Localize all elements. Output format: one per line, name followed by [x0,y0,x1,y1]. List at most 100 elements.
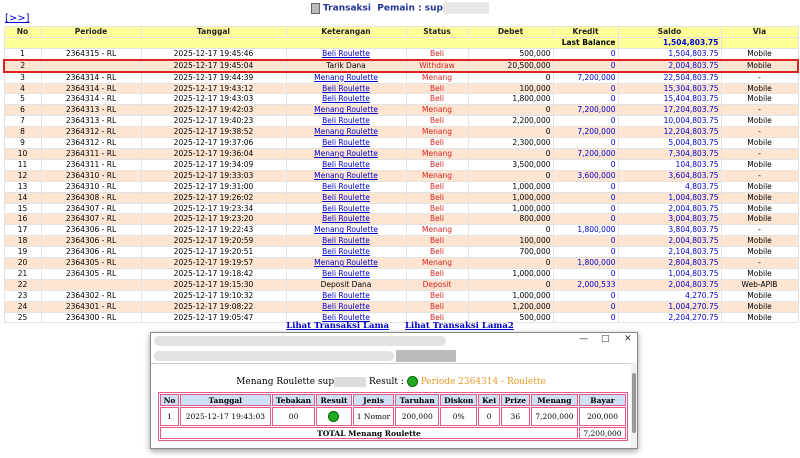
cell: Menang [405,169,469,182]
cell: 2025-12-17 19:33:03 [140,169,287,182]
column-header: Debet [467,26,554,38]
cell: 0 [467,169,554,182]
cell: 2025-12-17 19:10:32 [140,289,287,302]
cell: 0 [552,300,619,313]
cell: 2025-12-17 19:34:09 [140,158,287,171]
cell: 0 [552,137,619,149]
cell: Beli [405,158,469,171]
cell: Mobile [720,202,799,215]
page-title: Transaksi Pemain : sup [0,2,800,14]
cell: 17,204,803.75 [617,104,722,117]
cell: Beli [405,137,469,149]
cell: 3,804,803.75 [617,224,722,237]
periode: Periode 2364314 - Roulette [420,377,546,387]
minimize[interactable]: — [579,334,588,344]
cell: 2364301 - RL [40,300,142,313]
cell: 1,004,803.75 [617,267,722,280]
cell: Beli [405,93,469,106]
column-header: Jenis [352,394,395,406]
cell: 2025-12-17 19:40:23 [140,115,287,128]
transaction-row: 20 2364305 - RL 2025-12-17 19:19:57 Menang … [3,257,799,269]
cell: 17 [3,224,42,237]
last-balance-row: Last Balance 1,504,803.75 [3,36,799,49]
cell: 200,000 [395,407,439,426]
column-header: Prize [500,394,530,406]
cell: 2025-12-17 19:23:34 [140,202,287,215]
cell: Mobile [720,191,799,204]
maximize[interactable]: □ [601,334,610,344]
cell: 0 [467,224,554,237]
cell: - [720,257,799,269]
column-header: Result [316,394,352,406]
cell: 2025-12-17 19:19:57 [140,257,287,269]
transaction-row: 17 2364306 - RL 2025-12-17 19:22:43 Menang … [3,224,799,237]
cell: 2025-12-17 19:26:02 [140,191,287,204]
last-balance-label: Last Balance [3,36,619,49]
cell: Beli [405,235,469,248]
cell: 2364314 - RL [40,82,142,95]
cell: 2364308 - RL [40,191,142,204]
cell: 0 [467,126,554,139]
cell: 2364314 - RL [40,71,142,84]
cell: 18 [3,235,42,248]
transaction-row: 4 2364314 - RL 2025-12-17 19:43:12 Beli Rou… [3,82,799,95]
old-link[interactable]: Lihat Transaksi Lama [286,321,390,331]
cell: 16 [3,213,42,226]
next-link[interactable]: [>>] [5,13,30,24]
transaction-row: 7 2364313 - RL 2025-12-17 19:40:23 Beli Rou… [3,115,799,128]
cell: 0 [552,82,619,95]
cell: Menang Roulette [285,257,407,269]
cell: 3,004,803.75 [617,213,722,226]
old-link-2[interactable]: Lihat Transaksi Lama2 [405,321,514,331]
cell: 200,000 [578,407,626,426]
popup-window: — □ ✕ Menang Roulette sup Result : Perio… [150,332,638,449]
title-label: Transaksi [323,3,371,14]
cell: 0 [552,289,619,302]
cell: 0 [552,202,619,215]
result-table: No Tanggal Tebakan Result Jenis Taruhan Diskon… [158,392,628,441]
cell: 2025-12-17 19:43:12 [140,82,287,95]
cell: 7 [3,115,42,128]
cell: 22,504,803.75 [617,71,722,84]
transaction-row: 23 2364302 - RL 2025-12-17 19:10:32 Beli Ro… [3,289,799,302]
cell: 1,000,000 [467,289,554,302]
cell: 1 [3,47,42,61]
cell: 9 [3,137,42,149]
cell: 2,000,533 [552,278,619,291]
last-balance: 1,504,803.75 [617,36,722,49]
cell: 7,200,000 [530,407,578,426]
cell: 0 [552,115,619,128]
cell: 2,200,000 [467,115,554,128]
close[interactable]: ✕ [624,334,632,344]
cell: Beli Roulette [285,93,407,106]
cell: 0 [478,407,500,426]
cell: Mobile [720,93,799,106]
cell: 15 [3,202,42,215]
column-header: Bayar [578,394,626,406]
transaction-row: 24 2364301 - RL 2025-12-17 19:08:22 Beli Ro… [3,300,799,313]
cell: 15,304,803.75 [617,82,722,95]
cell: 0 [552,58,619,73]
cell: 1,004,270.75 [617,300,722,313]
cell: 0 [467,278,554,291]
cell: Tarik Dana [285,58,407,73]
cell: 5,004,803.75 [617,137,722,149]
cell: 7,200,000 [552,126,619,139]
cell: 0 [467,71,554,84]
cell: 1,004,803.75 [617,191,722,204]
cell: 7,200,000 [552,104,619,117]
cell: 15,404,803.75 [617,93,722,106]
cell: 2025-12-17 19:38:52 [140,126,287,139]
cell: 2364311 - RL [40,158,142,171]
cell: 2,104,803.75 [617,246,722,259]
cell: 0 [552,235,619,248]
cell: 500,000 [467,47,554,61]
cell: 2025-12-17 19:20:59 [140,235,287,248]
cell: 2,004,803.75 [617,58,722,73]
cell: 12,204,803.75 [617,126,722,139]
column-header: Tanggal [179,394,271,406]
cell: 100,000 [467,82,554,95]
cell: 2364307 - RL [40,202,142,215]
cell: Beli [405,47,469,61]
cell: 2364306 - RL [40,224,142,237]
